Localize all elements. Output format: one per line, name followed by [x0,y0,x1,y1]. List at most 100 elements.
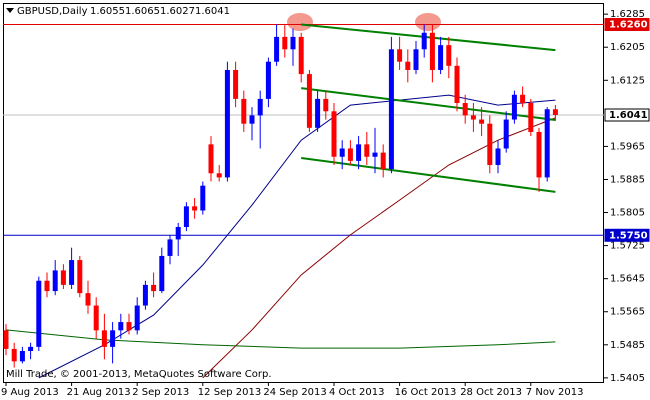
candle-body [331,111,337,157]
plot-frame [3,3,604,383]
candle-body [495,148,501,166]
candle-body [36,280,42,347]
candle-body [290,36,296,50]
candle-body [19,351,25,362]
candle-body [101,330,107,347]
candle-body [134,305,140,331]
trendline [301,23,556,52]
candle-body [274,36,280,62]
candle-body [552,109,558,116]
candle-body [126,322,132,331]
x-tick-label: 2 Sep 2013 [132,387,189,398]
highlight [415,13,441,31]
candle-body [536,131,542,178]
candle-body [208,144,214,174]
menu-icon [6,8,14,13]
candle-body [69,260,75,285]
y-tick-label: 1.5885 [610,174,645,185]
x-tick-label: 16 Oct 2013 [395,387,457,398]
candle-body [60,270,66,285]
y-tick-label: 1.5965 [610,141,645,152]
candle-body [159,255,165,292]
candle-body [93,305,99,331]
quote-low: 1.6027 [160,6,195,17]
y-tick-label: 1.5485 [610,340,645,351]
x-tick-label: 28 Oct 2013 [460,387,522,398]
candle-body [429,32,435,70]
candle-body [241,98,247,124]
y-tick-label: 1.6285 [610,9,645,20]
price-level-label: 1.5750 [609,230,648,241]
candle-body [224,69,230,178]
y-tick-label: 1.6125 [610,75,645,86]
candle-body [249,115,255,124]
candle-body [192,206,198,211]
candle-body [110,330,116,347]
symbol-title: GBPUSD,Daily [17,6,88,17]
candle-body [85,293,91,306]
candle-body [454,65,460,104]
trendline [301,156,556,193]
price-level-label: 1.6041 [609,110,648,121]
candle-body [52,270,58,292]
candle-body [315,98,321,128]
candle-body [265,61,271,99]
candle-body [487,123,493,166]
candle-body [388,49,394,170]
candle-body [397,49,403,62]
candle-body [142,284,148,306]
candle-body [3,330,9,349]
candle-body [28,346,34,352]
y-tick-label: 1.5565 [610,307,645,318]
y-tick-label: 1.5645 [610,274,645,285]
x-tick-label: 4 Oct 2013 [329,387,384,398]
candle-body [216,173,222,178]
candle-body [405,61,411,70]
candle-body [77,260,83,294]
candle-body [372,152,378,157]
candle-body [421,32,427,50]
candle-body [257,98,263,116]
candle-body [446,45,452,66]
x-tick-label: 21 Aug 2013 [67,387,131,398]
highlight [287,13,313,31]
candle-body [11,348,17,362]
marks [3,23,604,379]
x-tick-label: 7 Nov 2013 [526,387,584,398]
candle-body [323,98,329,112]
candle-body [167,239,173,256]
candle-body [511,94,517,120]
candle-body [356,144,362,161]
candle-body [183,206,189,228]
y-tick-label: 1.5805 [610,208,645,219]
candle-body [364,144,370,157]
candle-body [298,36,304,75]
x-tick-label: 24 Sep 2013 [263,387,326,398]
candle-body [347,148,353,161]
candle-body [233,69,239,99]
price-level-box [604,228,650,242]
price-level-box [604,17,650,31]
quote-close: 1.6041 [195,6,230,17]
y-tick-label: 1.5405 [610,373,645,384]
candle-body [528,103,534,132]
copyright: Mill Trade, © 2001-2013, MetaQuotes Soft… [6,369,272,380]
candle-body [151,284,157,292]
candle-body [462,103,468,116]
price-level-box [604,108,650,122]
x-tick-label: 12 Sep 2013 [198,387,261,398]
candle-body [339,148,345,157]
candle-body [118,322,124,331]
candle-body [44,280,50,292]
candle-body [380,152,386,170]
candle-body [470,115,476,120]
y-tick-label: 1.6205 [610,42,645,53]
price-level-label: 1.6260 [609,19,648,30]
quote-high: 1.6065 [125,6,160,17]
y-tick-label: 1.5725 [610,241,645,252]
candle-body [503,119,509,149]
candle-body [520,94,526,104]
candle-body [413,49,419,70]
candle-body [282,36,288,50]
